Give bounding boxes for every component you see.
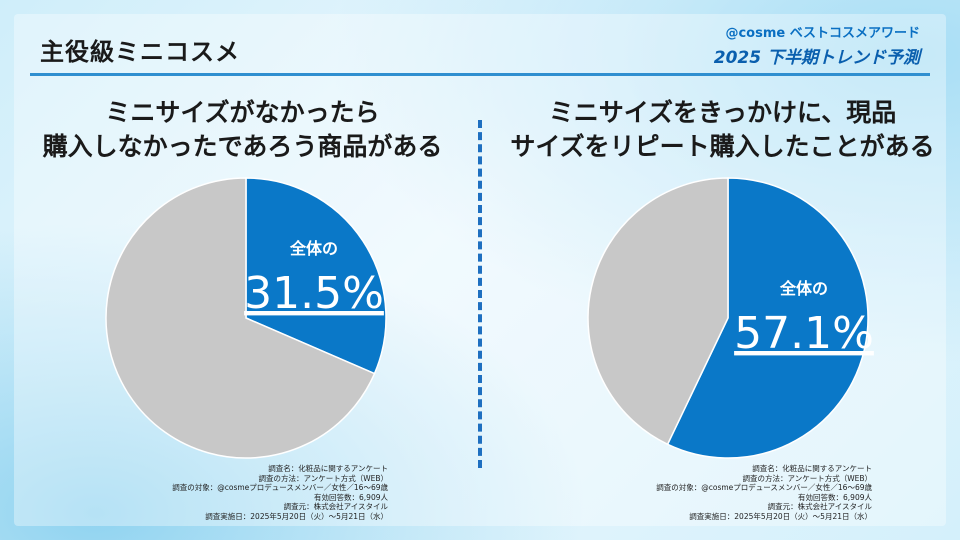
left-question-line-2: 購入しなかったであろう商品がある [42,132,443,161]
center-divider [478,120,482,468]
page-title: 主役級ミニコスメ [40,38,240,66]
pie-annotation-value: 57.1% [734,308,874,359]
brand-block: @cosme ベストコスメアワード 2025 下半期トレンド予測 [714,22,920,68]
note-line: 調査実施日：2025年5月20日（火）～5月21日（水） [689,511,872,521]
pie-slice-highlight [666,177,869,459]
pie-slice-rest [587,177,729,446]
note-line: 調査の方法：アンケート方式（WEB） [258,473,389,483]
survey-notes-right: 調査名：化粧品に関するアンケート 調査の方法：アンケート方式（WEB） 調査の対… [656,464,872,521]
pie-slice-highlight [245,177,387,375]
pie-slice-rest [105,177,376,459]
note-line: 調査の方法：アンケート方式（WEB） [742,473,873,483]
right-question-line-1: ミニサイズをきっかけに、現品 [548,98,897,127]
left-question-line-1: ミニサイズがなかったら [105,98,380,127]
note-line: 調査元：株式会社アイスタイル [283,502,388,511]
right-question-line-2: サイズをリピート購入したことがある [510,132,935,161]
note-line: 有効回答数：6,909人 [798,492,872,502]
note-line: 調査の対象：@cosmeプロデュースメンバー／女性／16～69歳 [172,483,388,492]
left-question: ミニサイズがなかったら 購入しなかったであろう商品がある [20,96,465,164]
left-pie-chart: 全体の 31.5% [105,177,387,459]
note-line: 調査の対象：@cosmeプロデュースメンバー／女性／16～69歳 [656,483,872,492]
brand-name: @cosme ベストコスメアワード [725,26,920,41]
note-line: 調査名：化粧品に関するアンケート [752,464,872,473]
pie-annotation-label: 全体の [779,279,828,298]
pie-annotation-value: 31.5% [244,268,384,319]
note-line: 有効回答数：6,909人 [314,492,388,502]
survey-notes-left: 調査名：化粧品に関するアンケート 調査の方法：アンケート方式（WEB） 調査の対… [172,464,388,521]
pie-annotation-label: 全体の [289,239,338,258]
right-question: ミニサイズをきっかけに、現品 サイズをリピート購入したことがある [500,96,945,164]
note-line: 調査名：化粧品に関するアンケート [268,464,388,473]
note-line: 調査実施日：2025年5月20日（火）～5月21日（水） [205,511,388,521]
right-pie-chart: 全体の 57.1% [587,177,874,459]
note-line: 調査元：株式会社アイスタイル [767,502,872,511]
title-rule [30,73,930,76]
brand-subtitle: 2025 下半期トレンド予測 [713,48,920,68]
